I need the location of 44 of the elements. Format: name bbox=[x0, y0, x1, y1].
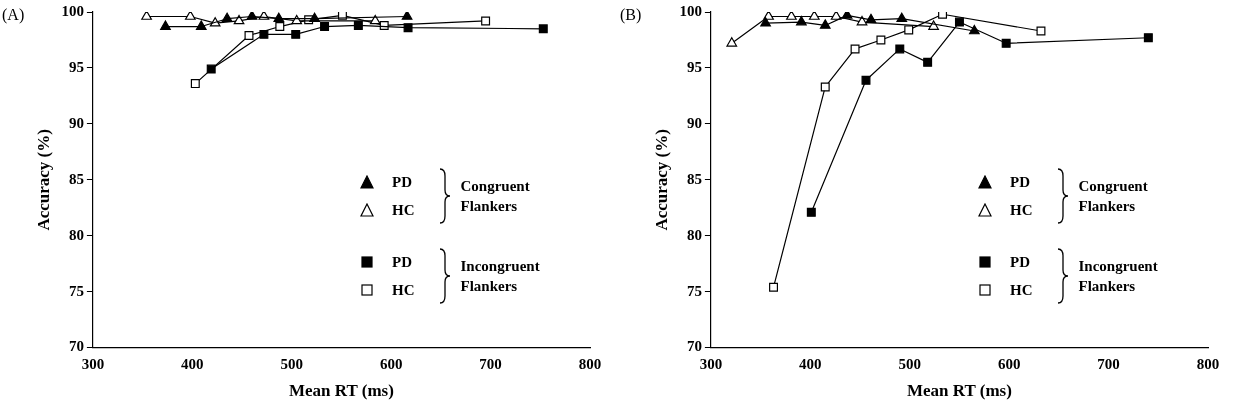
y-tick-label: 80 bbox=[686, 226, 702, 243]
x-tick-label: 300 bbox=[699, 356, 723, 373]
x-tick-label: 600 bbox=[997, 356, 1021, 373]
x-tick-label: 300 bbox=[81, 356, 105, 373]
legend-label: PD bbox=[1010, 253, 1030, 271]
legend-label: PD bbox=[392, 173, 412, 191]
x-tick-label: 600 bbox=[379, 356, 403, 373]
x-tick-label: 500 bbox=[898, 356, 921, 373]
chart-title: (A) bbox=[2, 6, 25, 25]
y-tick-label: 100 bbox=[61, 2, 84, 19]
y-tick-label: 80 bbox=[68, 226, 84, 243]
x-tick-label: 400 bbox=[181, 356, 204, 373]
x-axis-title: Mean RT (ms) bbox=[289, 381, 394, 401]
x-tick-label: 700 bbox=[1097, 356, 1120, 373]
y-tick-label: 90 bbox=[686, 114, 702, 131]
legend-label: HC bbox=[1010, 201, 1033, 219]
x-tick-label: 400 bbox=[799, 356, 822, 373]
annotation: Incongruent Flankers bbox=[460, 257, 540, 296]
x-tick-label: 500 bbox=[280, 356, 303, 373]
y-tick-label: 90 bbox=[68, 114, 84, 131]
legend-label: HC bbox=[1010, 281, 1033, 299]
chart-title: (B) bbox=[620, 6, 642, 25]
annotation: Incongruent Flankers bbox=[1078, 257, 1158, 296]
legend-label: HC bbox=[392, 201, 415, 219]
y-tick-label: 95 bbox=[68, 58, 84, 75]
y-tick-label: 75 bbox=[686, 282, 702, 299]
annotation: Congruent Flankers bbox=[1078, 177, 1148, 216]
x-tick-label: 800 bbox=[578, 356, 602, 373]
y-axis-title: Accuracy (%) bbox=[651, 129, 671, 231]
y-tick-label: 95 bbox=[686, 58, 702, 75]
legend-label: PD bbox=[1010, 173, 1030, 191]
x-tick-label: 700 bbox=[479, 356, 502, 373]
x-axis-title: Mean RT (ms) bbox=[907, 381, 1012, 401]
y-tick-label: 70 bbox=[686, 338, 702, 355]
y-tick-label: 85 bbox=[686, 170, 702, 187]
y-axis-title: Accuracy (%) bbox=[33, 129, 53, 231]
y-tick-label: 85 bbox=[68, 170, 84, 187]
y-tick-label: 75 bbox=[68, 282, 84, 299]
legend-label: HC bbox=[392, 281, 415, 299]
y-tick-label: 100 bbox=[679, 2, 702, 19]
y-tick-label: 70 bbox=[68, 338, 84, 355]
annotation: Congruent Flankers bbox=[460, 177, 530, 216]
legend-label: PD bbox=[392, 253, 412, 271]
x-tick-label: 800 bbox=[1196, 356, 1220, 373]
